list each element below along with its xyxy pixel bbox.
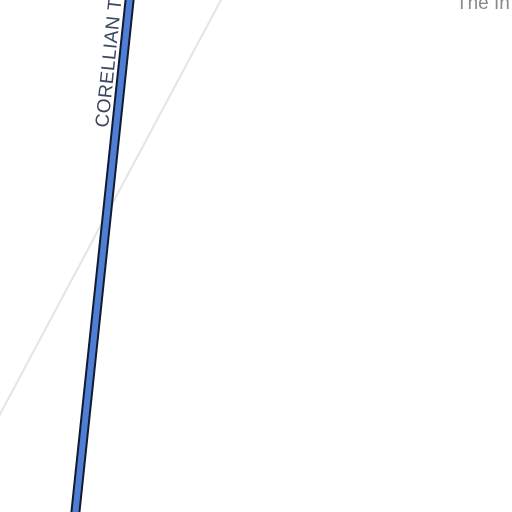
place-name-label: The In [456,0,510,14]
main-road-line[interactable] [72,0,133,512]
